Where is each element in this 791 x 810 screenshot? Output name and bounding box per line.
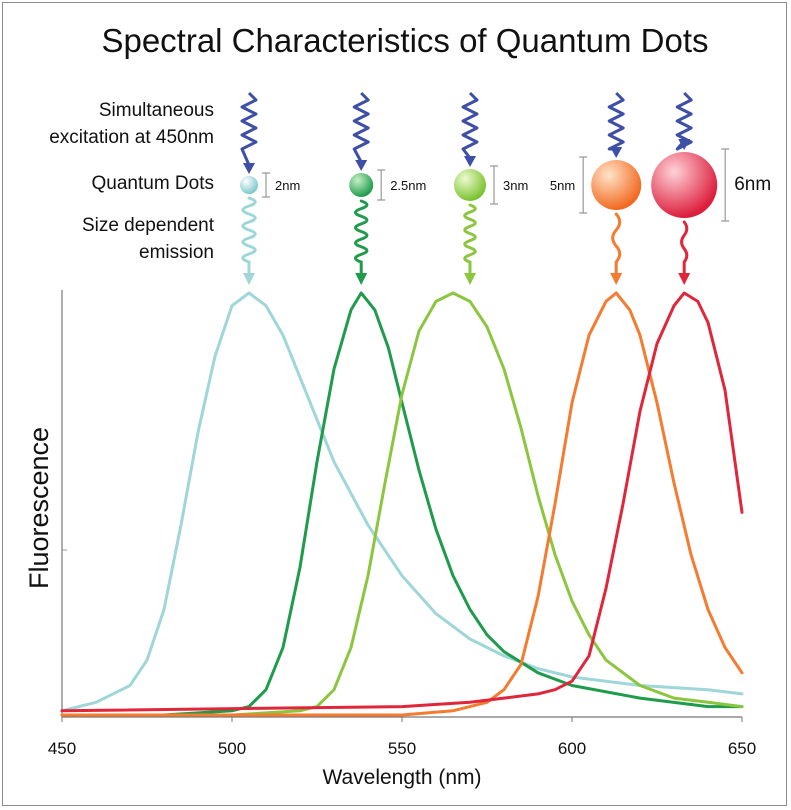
excitation-arrowhead <box>610 147 623 158</box>
quantum-dot <box>591 160 642 210</box>
emission-arrowhead <box>678 273 691 285</box>
size-label: 5nm <box>550 178 575 193</box>
emission-arrowhead <box>610 273 623 285</box>
excitation-label-line1: Simultaneous <box>99 100 214 121</box>
size-bracket <box>262 172 270 198</box>
quantum-dot <box>651 152 718 218</box>
series-line <box>60 291 744 717</box>
excitation-arrowhead <box>243 163 255 174</box>
y-axis-label: Fluorescence <box>24 427 54 589</box>
x-tick-label: 500 <box>218 739 246 758</box>
excitation-arrowhead <box>464 156 476 167</box>
quantum-dot-group: 2.5nm <box>349 91 426 285</box>
excitation-arrowhead <box>355 160 368 171</box>
emission-arrowhead <box>355 273 368 285</box>
size-bracket <box>490 165 498 205</box>
quantum-dot <box>240 176 258 194</box>
quantum-dot-group: 3nm <box>454 91 528 285</box>
size-label: 2.5nm <box>390 178 426 193</box>
excitation-wave <box>352 91 370 163</box>
x-tick-label: 650 <box>728 739 756 758</box>
excitation-wave <box>240 91 258 166</box>
emission-wave <box>353 199 369 277</box>
quantum-dot-group: 5nm <box>550 91 642 285</box>
x-tick-label: 450 <box>48 739 76 758</box>
emission-arrowhead <box>243 273 255 285</box>
emission-label-line1: Size dependent <box>82 215 215 236</box>
emission-wave <box>463 203 477 277</box>
size-label: 6nm <box>734 174 771 195</box>
x-tick-label: 600 <box>558 739 586 758</box>
emission-wave <box>611 212 622 277</box>
x-tick-label: 550 <box>388 739 416 758</box>
series-line <box>60 291 744 717</box>
quantum-dot-group: 2nm <box>240 91 300 285</box>
quantum-dots-label: Quantum Dots <box>92 173 215 194</box>
quantum-dots-group: 2nm 2.5nm 3nm 5nm 6nm <box>240 91 771 285</box>
series-line <box>60 291 744 713</box>
size-label: 2nm <box>275 178 300 193</box>
x-tick-labels: 450 500 550 600 650 <box>48 717 756 758</box>
size-bracket <box>377 169 386 201</box>
quantum-dot <box>349 173 374 197</box>
size-bracket <box>579 156 588 214</box>
quantum-dot <box>454 169 486 201</box>
emission-wave <box>241 196 257 277</box>
emission-label-line2: emission <box>139 242 214 263</box>
excitation-label-line2: excitation at 450nm <box>49 127 214 148</box>
quantum-dot-group: 6nm <box>651 91 771 285</box>
size-bracket <box>721 148 730 222</box>
series-group <box>60 291 744 717</box>
series-line <box>60 291 744 717</box>
excitation-arrowhead <box>678 139 691 150</box>
emission-wave <box>680 220 689 277</box>
chart-title: Spectral Characteristics of Quantum Dots <box>101 22 708 59</box>
series-line <box>60 291 744 713</box>
x-axis-label: Wavelength (nm) <box>322 766 481 789</box>
excitation-wave <box>461 91 479 159</box>
emission-arrowhead <box>464 273 476 285</box>
excitation-wave <box>607 91 625 151</box>
size-label: 3nm <box>503 178 528 193</box>
